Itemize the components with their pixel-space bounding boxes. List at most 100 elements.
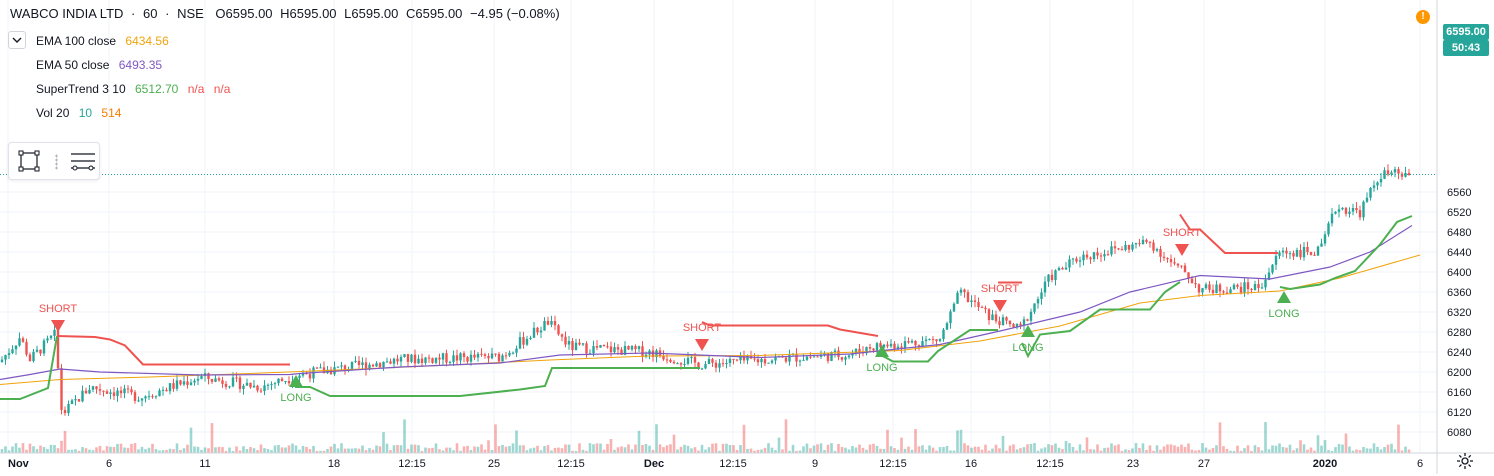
volume-bar [921,445,924,453]
candle-body [455,355,459,361]
candle-body [788,355,791,362]
candle-body [420,358,424,363]
candle-body [613,347,616,353]
candle-body [473,354,476,358]
candle-body [259,390,263,392]
candle-body [263,385,266,392]
supertrend-segment [1021,281,1181,359]
candle-body [102,390,105,392]
candle-body [1351,208,1355,212]
volume-bar [1159,449,1162,453]
candle-body [186,381,189,385]
volume-bar [144,449,147,453]
candle-body [1127,244,1131,250]
candle-body [774,357,777,361]
volume-bar [882,448,886,453]
interval[interactable]: 60 [143,6,158,21]
candle-body [679,363,683,365]
volume-bar [518,445,522,453]
volume-bar [560,448,564,453]
volume-bar [585,450,588,453]
candle-body [1036,299,1040,304]
candle-body [483,354,487,357]
candle-body [354,360,357,362]
candle-body [1239,286,1243,293]
candle-body [686,357,690,364]
lines-tool-button[interactable] [65,148,95,174]
volume-bar [1208,449,1211,453]
volume-bar [1271,445,1274,453]
x-tick-label: 27 [1198,458,1210,470]
volume-bar [1344,433,1348,453]
candle-body [1358,210,1362,218]
rectangle-tool-button[interactable] [13,148,43,174]
indicator-ema50[interactable]: EMA 50 close 6493.35 [36,58,162,72]
volume-bar [473,446,476,453]
candle-body [756,359,760,363]
candle-body [844,357,847,360]
collapse-legend-button[interactable] [8,31,26,49]
chart-settings-button[interactable] [1455,451,1475,471]
volume-bar [1313,450,1316,453]
y-tick-label: 6440 [1447,247,1471,259]
volume-bar [732,445,735,453]
indicator-supertrend[interactable]: SuperTrend 3 10 6512.70 n/a n/a [36,82,230,96]
candle-body [1138,243,1141,245]
candle-body [25,341,28,355]
volume-bar [1197,449,1201,453]
volume-bar [1138,447,1141,453]
volume-bar [277,444,280,453]
volume-bar [312,445,315,453]
volume-bar [74,449,77,453]
volume-bar [1180,444,1183,453]
candle-body [1001,317,1005,326]
volume-bar [669,444,672,453]
drawing-tool-panel [8,142,100,180]
volume-bar [676,449,679,453]
volume-bar [21,443,25,453]
volume-bar [1033,443,1036,453]
volume-bar [963,443,966,453]
panel-drag-handle[interactable] [55,154,58,170]
volume-bar [1082,450,1085,453]
indicator-value: 514 [101,106,122,120]
candle-body [1309,252,1313,255]
candle-body [1218,284,1222,292]
volume-bar [662,447,665,453]
volume-bar [553,447,557,453]
indicator-label: EMA 100 close [36,34,117,48]
volume-bar [326,448,329,453]
volume-bar [1397,424,1400,453]
volume-bar [1061,449,1064,453]
candle-body [854,348,858,354]
volume-bar [1372,443,1376,453]
candle-body [252,385,256,388]
candle-body [494,353,497,355]
candle-body [921,341,924,347]
volume-bar [1015,449,1019,453]
indicator-volume[interactable]: Vol 20 10 514 [36,106,121,120]
candle-body [515,348,518,353]
signal-label: SHORT [683,322,722,334]
volume-bar [298,449,301,453]
volume-bar [1211,447,1215,453]
candle-body [1159,249,1162,257]
volume-bar [504,446,508,453]
candle-body [28,354,32,362]
volume-bar [480,444,483,453]
volume-bar [581,449,585,453]
indicator-ema100[interactable]: EMA 100 close 6434.56 [36,34,169,48]
candle-body [399,357,403,362]
candle-body [385,361,389,363]
candle-body [595,346,599,348]
symbol-name[interactable]: WABCO INDIA LTD [10,6,124,21]
candle-body [1362,201,1365,218]
volume-bar [557,447,560,453]
candle-body [305,373,308,375]
candle-body [147,396,151,398]
volume-bar [1232,450,1236,453]
ohlc-open: O6595.00 [215,6,273,21]
alert-icon[interactable]: ! [1416,10,1430,24]
